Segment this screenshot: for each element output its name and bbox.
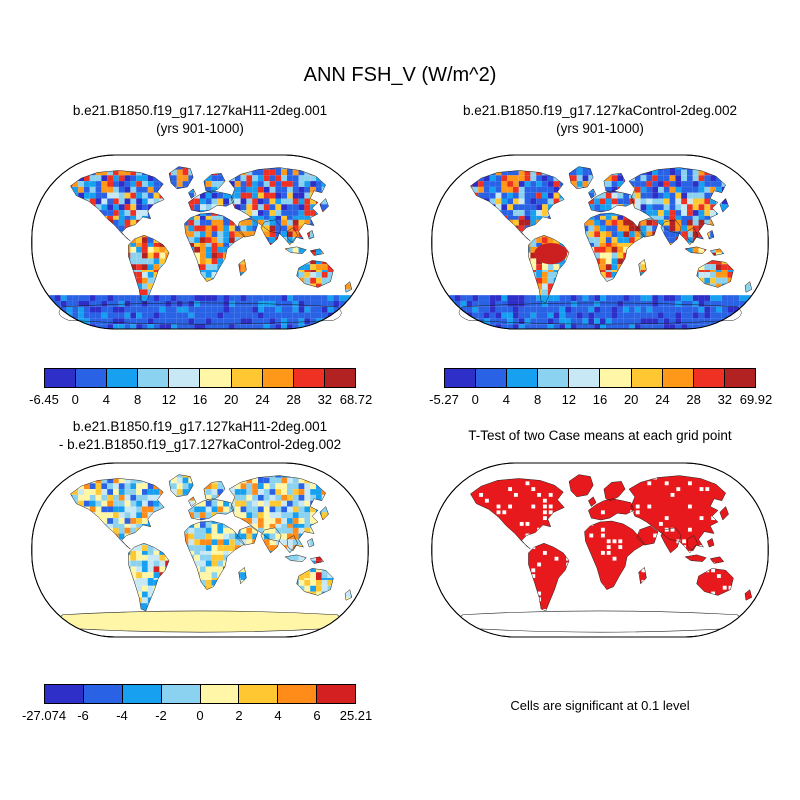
colorbar-tick: 4	[102, 392, 111, 407]
colorbar-tick: 12	[561, 392, 577, 407]
colorbar-cell	[631, 369, 663, 387]
colorbar-cell	[45, 369, 77, 387]
colorbar-cell	[538, 369, 570, 387]
diff-panel-subtitle: - b.e21.B1850.f19_g17.127kaControl-2deg.…	[58, 437, 342, 452]
colorbar-cell	[724, 369, 755, 387]
map-case	[31, 154, 369, 330]
colorbar-cells	[444, 368, 756, 388]
colorbar-tick-labels: -6.45 0 4 8 12 16 20 24 28 32 68.72	[29, 392, 372, 408]
colorbar-tick: 0	[471, 392, 479, 407]
significance-caption: Cells are significant at 0.1 level	[510, 698, 690, 713]
colorbar-cell	[200, 369, 232, 387]
colorbar-tick: 25.21	[339, 708, 373, 723]
colorbar-tick: 2	[235, 708, 243, 723]
colorbar-tick: 8	[533, 392, 542, 407]
colorbar-cell	[600, 369, 632, 387]
colorbar-tick: -4	[116, 708, 128, 723]
colorbar-tick: 20	[223, 392, 239, 407]
control-panel-title: b.e21.B1850.f19_g17.127kaControl-2deg.00…	[463, 103, 737, 118]
colorbar-tick: 32	[317, 392, 333, 407]
colorbar-tick: 28	[686, 392, 701, 407]
colorbar-tick: 0	[71, 392, 79, 407]
colorbar-tick: -5.27	[429, 392, 459, 407]
colorbar-cell	[45, 685, 84, 703]
colorbar-case: -6.45 0 4 8 12 16 20 24 28 32 68.72	[29, 368, 372, 408]
colorbar-tick-labels: -27.074 -6 -4 -2 0 2 4 6 25.21	[22, 708, 372, 724]
case-panel-subtitle: (yrs 901-1000)	[156, 121, 244, 136]
colorbar-tick: 16	[592, 392, 608, 407]
colorbar-cell	[122, 685, 162, 703]
colorbar-tick: 68.72	[339, 392, 373, 407]
colorbar-cell	[662, 369, 694, 387]
diff-panel-title: b.e21.B1850.f19_g17.127kaH11-2deg.001	[72, 419, 328, 434]
colorbar-cell	[83, 685, 123, 703]
colorbar-tick: 4	[502, 392, 511, 407]
colorbar-cell	[293, 369, 325, 387]
figure-title: ANN FSH_V (W/m^2)	[303, 64, 497, 86]
colorbar-cells	[44, 368, 356, 388]
colorbar-cell	[239, 685, 279, 703]
colorbar-cell	[76, 369, 108, 387]
colorbar-tick: 0	[196, 708, 204, 723]
colorbar-difference: -27.074 -6 -4 -2 0 2 4 6 25.21	[22, 684, 372, 724]
colorbar-tick: 69.92	[739, 392, 773, 407]
control-panel-subtitle: (yrs 901-1000)	[556, 121, 644, 136]
colorbar-cell	[161, 685, 201, 703]
colorbar-cell	[231, 369, 263, 387]
colorbar-tick: -6.45	[29, 392, 59, 407]
colorbar-tick: -6	[77, 708, 89, 723]
colorbar-cell	[138, 369, 170, 387]
colorbar-cells	[44, 684, 356, 704]
colorbar-cell	[569, 369, 601, 387]
case-panel-title: b.e21.B1850.f19_g17.127kaH11-2deg.001	[72, 103, 328, 118]
colorbar-cell	[262, 369, 294, 387]
colorbar-tick: -2	[155, 708, 167, 723]
colorbar-cell	[169, 369, 201, 387]
colorbar-tick: 12	[161, 392, 177, 407]
colorbar-tick: 16	[192, 392, 208, 407]
colorbar-cell	[324, 369, 355, 387]
colorbar-tick: 4	[274, 708, 282, 723]
colorbar-tick: 28	[286, 392, 301, 407]
colorbar-cell	[476, 369, 508, 387]
colorbar-control: -5.27 0 4 8 12 16 20 24 28 32 69.92	[429, 368, 772, 408]
colorbar-cell	[200, 685, 240, 703]
colorbar-tick: -27.074	[21, 708, 67, 723]
colorbar-cell	[507, 369, 539, 387]
colorbar-cell	[107, 369, 139, 387]
colorbar-tick-labels: -5.27 0 4 8 12 16 20 24 28 32 69.92	[429, 392, 772, 408]
colorbar-cell	[317, 685, 355, 703]
colorbar-tick: 24	[655, 392, 670, 407]
colorbar-tick: 20	[623, 392, 639, 407]
colorbar-cell	[278, 685, 318, 703]
map-ttest	[431, 462, 769, 638]
colorbar-tick: 24	[255, 392, 270, 407]
map-control	[431, 154, 769, 330]
ttest-panel-title: T-Test of two Case means at each grid po…	[468, 428, 732, 443]
colorbar-cell	[693, 369, 725, 387]
colorbar-cell	[445, 369, 477, 387]
colorbar-tick: 8	[133, 392, 142, 407]
colorbar-tick: 6	[313, 708, 321, 723]
map-difference	[31, 462, 369, 638]
colorbar-tick: 32	[717, 392, 733, 407]
